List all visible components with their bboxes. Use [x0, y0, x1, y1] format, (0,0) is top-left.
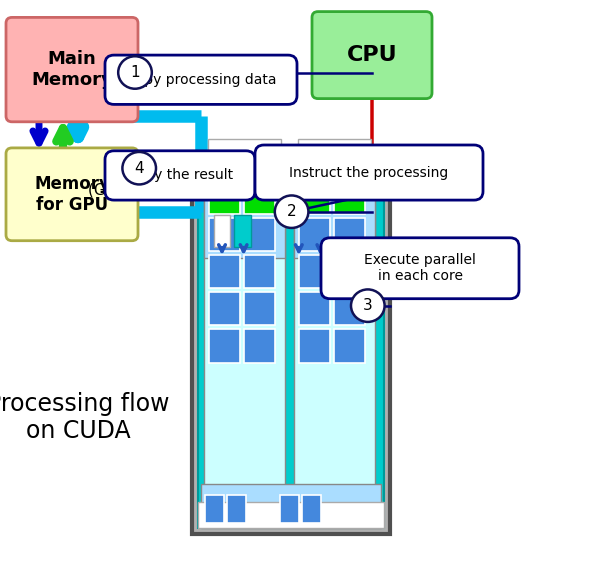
FancyBboxPatch shape	[105, 55, 297, 104]
FancyBboxPatch shape	[255, 145, 483, 200]
Bar	[227, 495, 246, 523]
Bar	[204, 186, 285, 258]
Bar	[208, 139, 281, 177]
Circle shape	[351, 289, 385, 322]
Bar	[334, 255, 365, 288]
Bar	[201, 484, 381, 528]
Bar	[244, 218, 275, 251]
Bar	[334, 292, 365, 325]
Bar	[234, 215, 251, 246]
FancyBboxPatch shape	[312, 12, 432, 99]
Text: Instruct the processing: Instruct the processing	[289, 165, 449, 180]
Circle shape	[122, 152, 156, 184]
Bar	[192, 174, 390, 534]
Circle shape	[275, 195, 308, 228]
FancyBboxPatch shape	[321, 238, 519, 299]
Text: Main
Memory: Main Memory	[31, 50, 113, 89]
Bar	[334, 180, 365, 214]
Bar	[198, 502, 384, 528]
FancyBboxPatch shape	[6, 148, 138, 241]
Bar	[209, 255, 240, 288]
Bar	[198, 180, 384, 528]
Bar	[214, 215, 230, 246]
Text: GPU
(GeForce 8800): GPU (GeForce 8800)	[88, 165, 206, 198]
Text: 4: 4	[134, 161, 144, 176]
Bar	[299, 292, 330, 325]
Bar	[334, 218, 365, 251]
Bar	[244, 255, 275, 288]
Bar	[244, 292, 275, 325]
Text: Copy the result: Copy the result	[127, 168, 233, 183]
Text: Memory
for GPU: Memory for GPU	[34, 175, 110, 213]
Text: 1: 1	[130, 65, 140, 80]
Circle shape	[118, 56, 152, 89]
Bar	[299, 329, 330, 362]
Bar	[244, 180, 275, 214]
FancyBboxPatch shape	[105, 151, 255, 200]
Bar	[302, 495, 321, 523]
Text: Copy processing data: Copy processing data	[126, 72, 276, 87]
Bar	[280, 495, 299, 523]
Text: 2: 2	[287, 204, 296, 219]
Bar	[294, 186, 375, 525]
Bar	[299, 218, 330, 251]
Bar	[299, 255, 330, 288]
Text: 3: 3	[363, 298, 373, 313]
Text: Execute parallel
in each core: Execute parallel in each core	[364, 253, 476, 284]
FancyBboxPatch shape	[6, 17, 138, 122]
Bar	[204, 186, 285, 525]
Bar	[209, 180, 240, 214]
Bar	[209, 329, 240, 362]
Text: CPU: CPU	[347, 45, 397, 65]
Bar	[201, 500, 381, 528]
Bar	[244, 329, 275, 362]
Bar	[298, 139, 371, 177]
Text: Processing flow
on CUDA: Processing flow on CUDA	[0, 392, 169, 444]
Bar	[334, 329, 365, 362]
Bar	[294, 186, 375, 258]
Bar	[209, 292, 240, 325]
Bar	[299, 180, 330, 214]
Bar	[209, 218, 240, 251]
Bar	[205, 495, 224, 523]
